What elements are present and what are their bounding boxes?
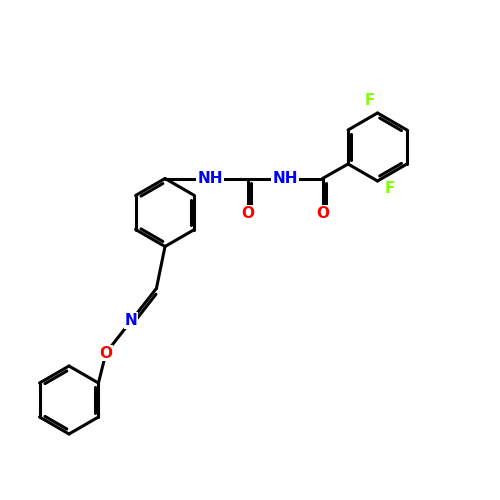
Text: F: F	[385, 181, 395, 196]
Text: NH: NH	[272, 171, 298, 186]
Text: F: F	[365, 93, 375, 108]
Text: O: O	[241, 206, 254, 221]
Text: N: N	[125, 313, 138, 328]
Text: O: O	[100, 346, 112, 360]
Text: NH: NH	[197, 171, 223, 186]
Text: O: O	[316, 206, 329, 221]
